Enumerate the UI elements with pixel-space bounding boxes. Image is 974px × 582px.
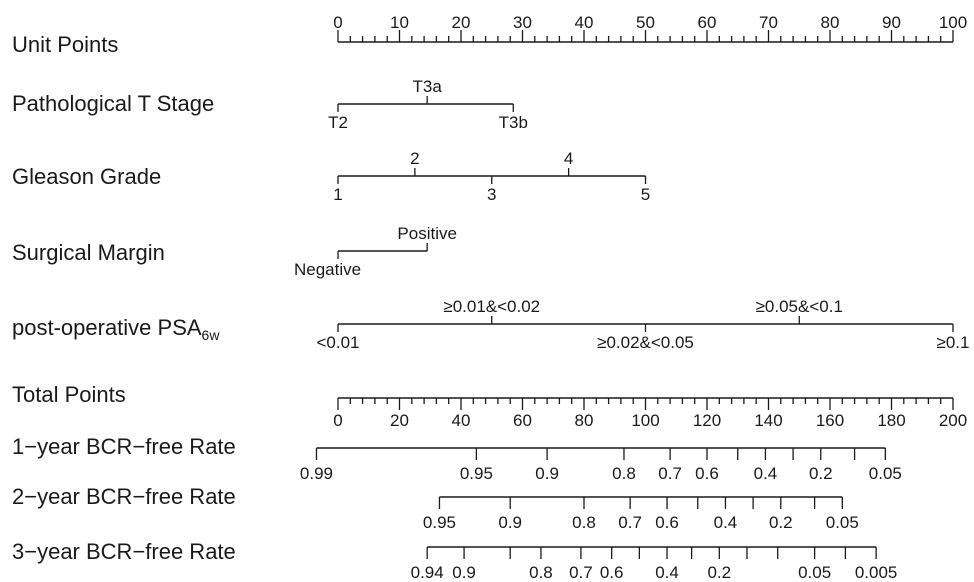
total-points-tick-label: 100 <box>631 411 659 430</box>
total-points-tick-label: 180 <box>877 411 905 430</box>
unit-points-tick-label: 100 <box>939 13 967 32</box>
row-label-surgical-margin: Surgical Margin <box>12 240 165 265</box>
3-year-bcr-free-rate-tick-label: 0.2 <box>707 563 731 582</box>
2-year-bcr-free-rate-tick-label: 0.95 <box>423 513 456 532</box>
1-year-bcr-free-rate-tick-label: 0.8 <box>612 464 636 483</box>
total-points-tick-label: 160 <box>816 411 844 430</box>
2-year-bcr-free-rate-tick-label: 0.9 <box>498 513 522 532</box>
gleason-grade-level-label: 2 <box>410 149 419 168</box>
3-year-bcr-free-rate-tick-label: 0.6 <box>600 563 624 582</box>
1-year-bcr-free-rate-tick-label: 0.2 <box>809 464 833 483</box>
2-year-bcr-free-rate-tick-label: 0.05 <box>826 513 859 532</box>
post-operative-psa-level-label: ≥0.02&<0.05 <box>597 333 694 352</box>
post-operative-psa-level-label: ≥0.05&<0.1 <box>756 297 843 316</box>
unit-points-tick-label: 10 <box>390 13 409 32</box>
unit-points-tick-label: 40 <box>575 13 594 32</box>
post-operative-psa-level-label: ≥0.1 <box>937 333 970 352</box>
1-year-bcr-free-rate-tick-label: 0.6 <box>695 464 719 483</box>
gleason-grade-level-label: 1 <box>333 185 342 204</box>
2-year-bcr-free-rate-tick-label: 0.4 <box>714 513 738 532</box>
unit-points-tick-label: 50 <box>636 13 655 32</box>
gleason-grade-level-label: 3 <box>487 185 496 204</box>
1-year-bcr-free-rate-tick-label: 0.95 <box>460 464 493 483</box>
unit-points-tick-label: 30 <box>513 13 532 32</box>
3-year-bcr-free-rate-tick-label: 0.4 <box>655 563 679 582</box>
3-year-bcr-free-rate-tick-label: 0.8 <box>529 563 553 582</box>
3-year-bcr-free-rate-tick-label: 0.005 <box>855 563 898 582</box>
total-points-tick-label: 0 <box>333 411 342 430</box>
unit-points-tick-label: 70 <box>759 13 778 32</box>
surgical-margin-level-label: Positive <box>397 224 457 243</box>
gleason-grade-level-label: 5 <box>641 185 650 204</box>
total-points-tick-label: 40 <box>452 411 471 430</box>
gleason-grade-level-label: 4 <box>564 149 573 168</box>
2-year-bcr-free-rate-tick-label: 0.2 <box>769 513 793 532</box>
3-year-bcr-free-rate-tick-label: 0.9 <box>452 563 476 582</box>
total-points-tick-label: 200 <box>939 411 967 430</box>
pathological-t-stage-level-label: T3b <box>499 113 528 132</box>
row-label-3-year-bcr-free-rate: 3−year BCR−free Rate <box>12 539 236 564</box>
row-label-gleason-grade: Gleason Grade <box>12 164 161 189</box>
unit-points-tick-label: 20 <box>452 13 471 32</box>
row-label-pathological-t-stage: Pathological T Stage <box>12 91 214 116</box>
1-year-bcr-free-rate-tick-label: 0.9 <box>535 464 559 483</box>
row-label-post-operative-psa: post-operative PSA6w <box>12 315 220 343</box>
total-points-tick-label: 120 <box>693 411 721 430</box>
unit-points-tick-label: 90 <box>882 13 901 32</box>
3-year-bcr-free-rate-tick-label: 0.94 <box>411 563 444 582</box>
1-year-bcr-free-rate-tick-label: 0.99 <box>300 464 333 483</box>
post-operative-psa-level-label: <0.01 <box>316 333 359 352</box>
unit-points-tick-label: 80 <box>821 13 840 32</box>
3-year-bcr-free-rate-tick-label: 0.05 <box>798 563 831 582</box>
1-year-bcr-free-rate-tick-label: 0.4 <box>754 464 778 483</box>
2-year-bcr-free-rate-tick-label: 0.6 <box>655 513 679 532</box>
row-label-1-year-bcr-free-rate: 1−year BCR−free Rate <box>12 434 236 459</box>
row-label-unit-points: Unit Points <box>12 32 118 57</box>
total-points-tick-label: 60 <box>513 411 532 430</box>
total-points-tick-label: 80 <box>575 411 594 430</box>
total-points-tick-label: 140 <box>754 411 782 430</box>
row-label-2-year-bcr-free-rate: 2−year BCR−free Rate <box>12 484 236 509</box>
1-year-bcr-free-rate-tick-label: 0.05 <box>869 464 902 483</box>
1-year-bcr-free-rate-tick-label: 0.7 <box>658 464 682 483</box>
total-points-tick-label: 20 <box>390 411 409 430</box>
2-year-bcr-free-rate-tick-label: 0.7 <box>618 513 642 532</box>
surgical-margin-level-label: Negative <box>294 260 361 279</box>
unit-points-tick-label: 60 <box>698 13 717 32</box>
post-operative-psa-level-label: ≥0.01&<0.02 <box>443 297 540 316</box>
row-label-total-points: Total Points <box>12 382 126 407</box>
unit-points-tick-label: 0 <box>333 13 342 32</box>
pathological-t-stage-level-label: T3a <box>413 77 443 96</box>
pathological-t-stage-level-label: T2 <box>328 113 348 132</box>
2-year-bcr-free-rate-tick-label: 0.8 <box>572 513 596 532</box>
3-year-bcr-free-rate-tick-label: 0.7 <box>569 563 593 582</box>
